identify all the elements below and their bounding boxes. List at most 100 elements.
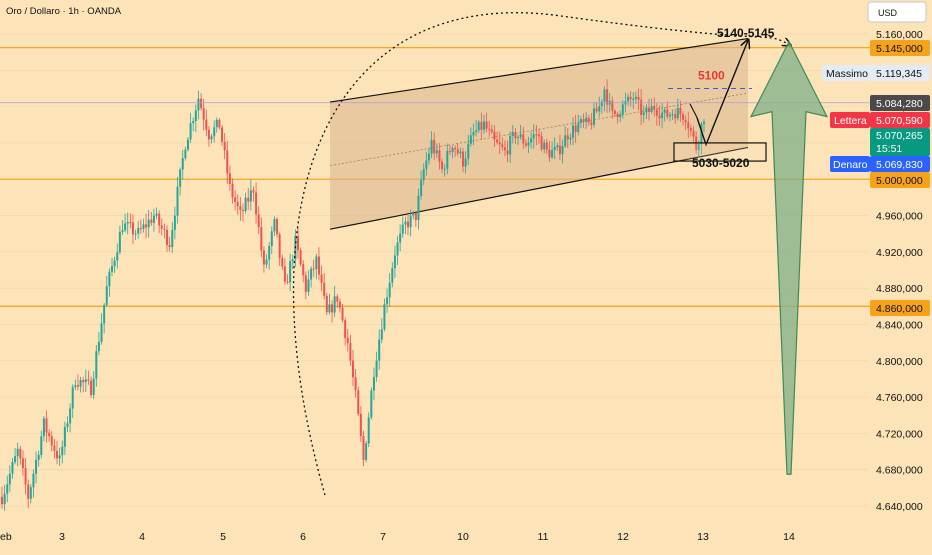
candle-body	[82, 380, 85, 383]
candle-body	[412, 213, 415, 216]
candle-body	[511, 132, 514, 137]
time-axis[interactable]: eb 3 4 5 6 7 10 11 12 13 14	[0, 531, 795, 543]
channel-upper-line[interactable]	[329, 37, 749, 103]
candle-body	[430, 139, 433, 154]
candle-body	[501, 144, 504, 148]
candle-body	[370, 390, 373, 418]
candle-body	[438, 150, 441, 162]
candle-body	[383, 304, 386, 330]
candle-body	[158, 213, 161, 226]
candle-body	[283, 266, 286, 282]
candle-body	[632, 98, 635, 100]
candle-body	[331, 304, 334, 313]
candle-body	[223, 141, 226, 151]
candle-body	[276, 219, 279, 235]
candle-body	[653, 106, 656, 110]
y-tick-label: 4.800,000	[876, 356, 923, 368]
candle-body	[45, 418, 48, 433]
candle-body	[566, 135, 569, 140]
target-label: 5140-5145	[717, 26, 775, 40]
candle-body	[255, 192, 258, 215]
candle-body	[469, 135, 472, 144]
candle-body	[95, 351, 98, 379]
candle-body	[498, 142, 501, 145]
candle-body	[344, 320, 347, 338]
candle-body	[71, 387, 74, 409]
candle-body	[475, 130, 478, 133]
candle-body	[697, 144, 700, 151]
big-up-arrow[interactable]	[749, 40, 829, 475]
projection-arrow[interactable]	[696, 40, 748, 147]
candle-body	[443, 168, 446, 170]
candle-body	[650, 106, 653, 112]
candle-body	[684, 119, 687, 123]
candle-body	[517, 137, 520, 139]
candle-body	[703, 121, 705, 125]
candle-body	[304, 275, 307, 292]
candle-body	[456, 149, 459, 154]
candle-body	[590, 122, 593, 125]
candle-body	[537, 134, 540, 137]
candle-body	[543, 142, 546, 150]
candle-body	[679, 107, 682, 115]
price-badges: 5.145,000 Massimo 5.119,345 5.084,280 Le…	[822, 40, 930, 316]
candle-body	[472, 132, 475, 136]
candle-body	[490, 129, 493, 132]
candle-body	[619, 114, 622, 118]
candle-body	[176, 186, 179, 216]
level-5145-badge: 5.145,000	[876, 43, 923, 55]
candle-body	[666, 109, 669, 117]
candle-body	[663, 109, 666, 113]
candle-body	[315, 256, 318, 270]
candle-body	[682, 114, 685, 120]
candle-body	[155, 213, 158, 216]
candle-body	[181, 158, 184, 170]
denaro-value: 5.069,830	[876, 159, 923, 171]
candle-body	[414, 213, 417, 220]
candle-body	[118, 232, 121, 253]
candle-body	[103, 304, 106, 324]
candle-body	[509, 136, 512, 155]
candle-body	[558, 145, 561, 155]
support-zone-box[interactable]	[673, 142, 767, 162]
candle-body	[551, 150, 554, 158]
candle-body	[637, 96, 640, 100]
candle-body	[239, 206, 242, 210]
projection-arc[interactable]	[292, 12, 790, 496]
x-tick-label: 5	[220, 531, 226, 543]
candle-body	[564, 135, 567, 147]
candle-body	[671, 114, 674, 116]
candle-body	[100, 323, 103, 342]
candle-body	[50, 436, 53, 446]
x-tick-label: 13	[697, 531, 709, 543]
candle-body	[310, 268, 313, 280]
candle-body	[35, 459, 38, 474]
candle-body	[129, 222, 132, 224]
candle-body	[213, 127, 216, 137]
candle-body	[488, 128, 491, 130]
x-tick-label: eb	[0, 531, 12, 543]
candle-body	[14, 456, 17, 463]
candle-body	[262, 250, 265, 265]
x-tick-label: 12	[617, 531, 629, 543]
candle-body	[464, 158, 467, 167]
x-tick-label: 4	[139, 531, 145, 543]
candle-body	[124, 223, 127, 231]
candle-body	[173, 215, 176, 230]
candle-body	[595, 108, 598, 112]
candle-body	[645, 107, 648, 113]
y-tick-label: 4.720,000	[876, 428, 923, 440]
x-tick-label: 6	[300, 531, 306, 543]
candle-body	[365, 443, 368, 460]
candle-body	[676, 107, 679, 119]
candle-body	[16, 448, 19, 457]
candle-body	[422, 169, 425, 180]
lettera-value: 5.070,590	[876, 115, 923, 127]
candle-body	[74, 385, 77, 388]
candle-body	[378, 339, 381, 361]
candle-body	[8, 473, 11, 485]
candle-body	[328, 304, 331, 313]
currency-button[interactable]: USD	[867, 1, 927, 23]
